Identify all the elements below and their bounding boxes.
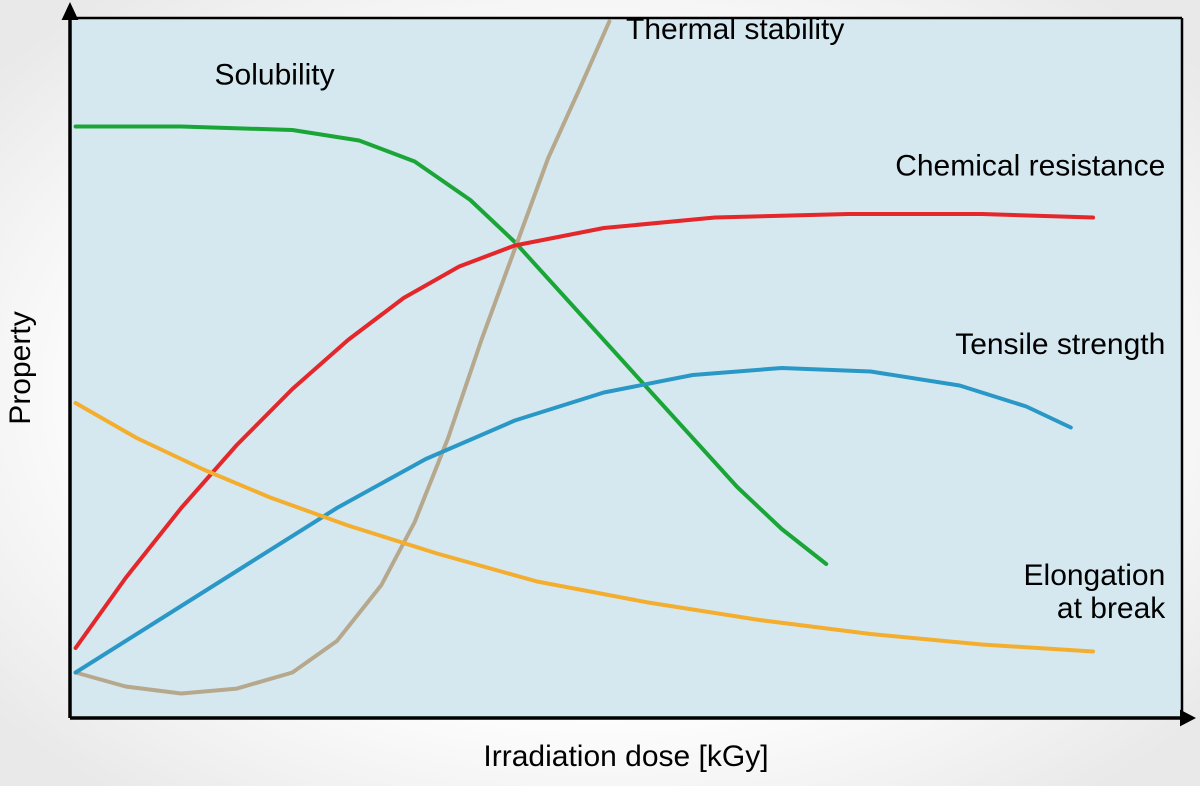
label-tensile-strength: Tensile strength	[955, 328, 1165, 361]
y-axis-label: Property	[4, 311, 37, 424]
label-thermal-stability: Thermal stability	[626, 13, 844, 46]
property-vs-dose-chart: Solubility Thermal stability Chemical resi…	[0, 0, 1200, 786]
chart-container: Solubility Thermal stability Chemical resi…	[0, 0, 1200, 786]
label-chemical-resistance: Chemical resistance	[895, 150, 1165, 183]
x-axis-label: Irradiation dose [kGy]	[483, 740, 768, 773]
label-solubility: Solubility	[215, 59, 335, 92]
